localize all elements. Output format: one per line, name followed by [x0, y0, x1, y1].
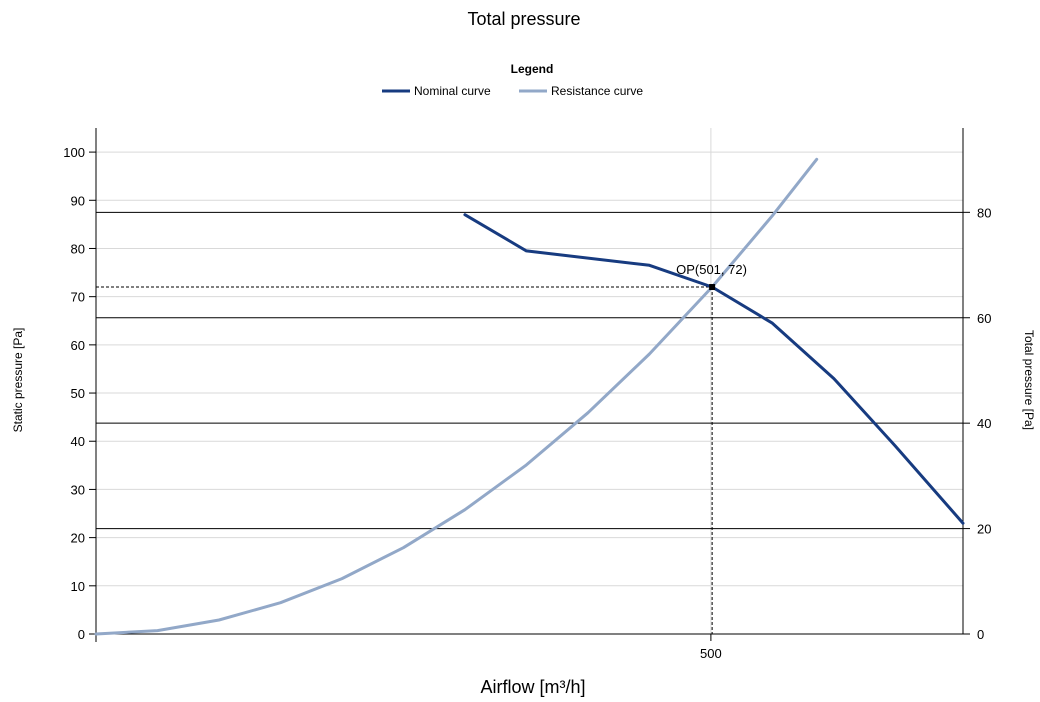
y-tick-label: 50: [71, 386, 85, 401]
y2-tick-label: 0: [977, 627, 984, 642]
y-tick-label: 30: [71, 482, 85, 497]
y-axis-title: Static pressure [Pa]: [11, 328, 25, 433]
chart-title: Total pressure: [467, 9, 580, 29]
resistance-curve-line: [94, 157, 819, 636]
plot-area: 0 10 20 30 40 50 60 70 80 90 100 0 20 40 60 80 500 OP(501…: [63, 128, 991, 661]
y-tick-label: 90: [71, 193, 85, 208]
y2-tick-label: 60: [977, 311, 991, 326]
y-tick-label: 10: [71, 579, 85, 594]
operating-point-marker: [709, 284, 716, 291]
legend-label-resistance: Resistance curve: [551, 84, 643, 98]
y2-tick-label: 40: [977, 416, 991, 431]
y-tick-label: 80: [71, 241, 85, 256]
legend-label-nominal: Nominal curve: [414, 84, 491, 98]
nominal-curve-line: [463, 213, 965, 525]
y2-tick-label: 20: [977, 522, 991, 537]
y-tick-label: 40: [71, 434, 85, 449]
y2-tick-label: 80: [977, 205, 991, 220]
operating-point-label: OP(501, 72): [676, 262, 747, 277]
legend: Legend Nominal curve Resistance curve: [382, 62, 643, 98]
y-tick-label: 20: [71, 531, 85, 546]
y2-axis-title: Total pressure [Pa]: [1022, 330, 1036, 430]
y-tick-label: 60: [71, 338, 85, 353]
y-tick-label: 100: [63, 145, 85, 160]
legend-title: Legend: [511, 62, 554, 76]
y-tick-label: 70: [71, 290, 85, 305]
y-tick-label: 0: [78, 627, 85, 642]
x-axis-title: Airflow [m³/h]: [480, 677, 585, 697]
x-tick-label: 500: [700, 646, 722, 661]
